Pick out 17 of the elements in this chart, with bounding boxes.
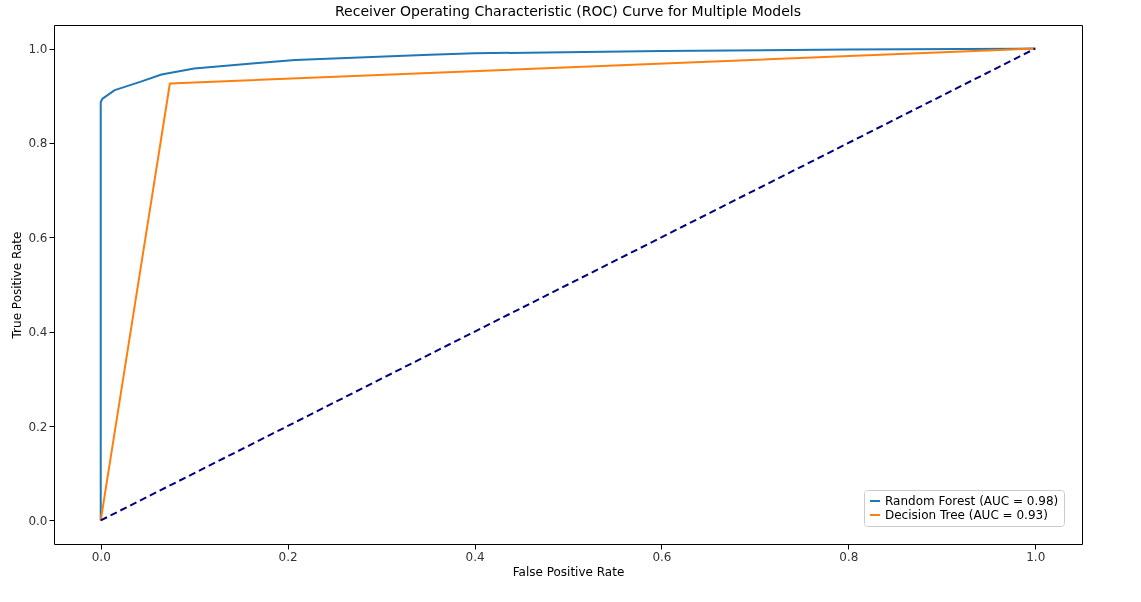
chart-title: Receiver Operating Characteristic (ROC) Curve for Multiple Models xyxy=(334,3,802,19)
x-tick-label: 0.0 xyxy=(91,549,111,564)
x-axis-title: False Positive Rate xyxy=(512,564,625,579)
y-tick-label: 0.4 xyxy=(28,325,48,340)
x-tick-label: 1.0 xyxy=(1026,549,1046,564)
y-tick-label: 0.8 xyxy=(28,136,48,151)
y-tick-label: 0.6 xyxy=(28,230,48,245)
x-tick-label: 0.6 xyxy=(652,549,672,564)
x-tick-label: 0.2 xyxy=(278,549,298,564)
y-tick-label: 1.0 xyxy=(28,42,48,57)
legend-label: Decision Tree (AUC = 0.93) xyxy=(885,508,1048,522)
legend-label: Random Forest (AUC = 0.98) xyxy=(885,494,1059,508)
y-axis-title: True Positive Rate xyxy=(10,231,25,340)
y-tick-label: 0.0 xyxy=(28,513,48,528)
y-tick-label: 0.2 xyxy=(28,419,48,434)
x-tick-label: 0.4 xyxy=(465,549,485,564)
x-tick-label: 0.8 xyxy=(839,549,859,564)
